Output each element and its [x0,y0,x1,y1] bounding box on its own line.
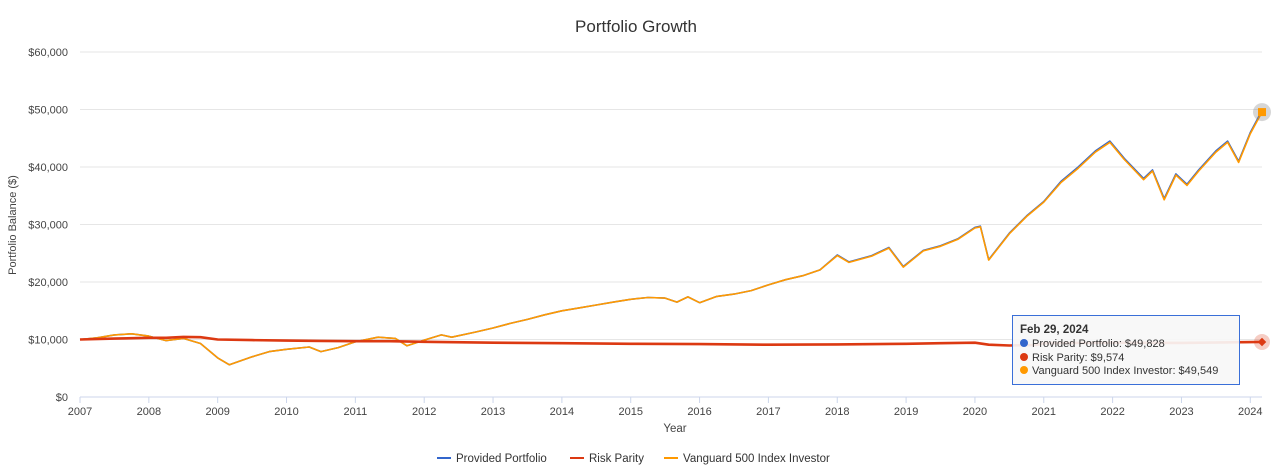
x-tick-label: 2019 [894,406,918,418]
chart-title: Portfolio Growth [575,17,697,36]
series-line-vanguard-500-index-investor[interactable] [79,111,1263,366]
x-tick-label: 2021 [1032,406,1056,418]
x-tick-label: 2013 [481,406,505,418]
provided-dot-icon [1020,339,1028,347]
x-tick-label: 2007 [68,406,92,418]
legend-item-risk-parity[interactable]: Risk Parity [570,453,644,465]
x-tick-label: 2016 [687,406,711,418]
hover-tooltip: Feb 29, 2024 Provided Portfolio: $49,828… [1012,315,1240,385]
y-tick-label: $50,000 [28,105,68,117]
x-tick-label: 2009 [205,406,229,418]
vanguard-hover-marker [1258,108,1266,117]
y-tick-label: $40,000 [28,162,68,174]
risk-parity-dot-icon [1020,352,1028,361]
hover-markers [1253,103,1271,350]
tooltip-row-provided: Provided Portfolio: $49,828 [1020,338,1239,352]
tooltip-risk-parity-value: Risk Parity: $9,574 [1032,351,1125,364]
legend[interactable]: Provided Portfolio Risk Parity Vanguard 50… [437,453,830,465]
tooltip-vanguard-value: Vanguard 500 Index Investor: $49,549 [1032,365,1219,377]
vanguard-dot-icon [1020,366,1028,374]
legend-item-vanguard-500-index-investor[interactable]: Vanguard 500 Index Investor [664,453,830,465]
y-tick-label: $30,000 [28,220,68,232]
tooltip-date: Feb 29, 2024 [1020,324,1089,336]
risk-parity-hover-marker [1257,337,1267,347]
legend-label: Vanguard 500 Index Investor [683,453,830,465]
x-tick-label: 2012 [412,406,436,418]
x-tick-label: 2024 [1238,406,1262,418]
x-tick-label: 2022 [1100,406,1124,418]
x-tick-label: 2010 [274,406,298,418]
x-tick-label: 2015 [618,406,642,418]
y-tick-label: $60,000 [28,47,68,59]
x-tick-label: 2023 [1169,406,1193,418]
x-tick-label: 2018 [825,406,849,418]
y-tick-label: $0 [56,392,68,404]
legend-label: Provided Portfolio [456,453,547,465]
x-tick-label: 2017 [756,406,780,418]
tooltip-row-vanguard: Vanguard 500 Index Investor: $49,549 [1020,365,1239,379]
tooltip-row-risk-parity: Risk Parity: $9,574 [1020,352,1239,366]
x-tick-label: 2008 [137,406,161,418]
x-axis-label: Year [663,423,686,435]
tooltip-provided-value: Provided Portfolio: $49,828 [1032,338,1165,350]
axes: $0 $10,000 $20,000 $30,000 $40,000 $50,000 $60… [28,47,1262,418]
y-axis-label: Portfolio Balance ($) [7,175,19,275]
y-tick-label: $10,000 [28,335,68,347]
x-tick-label: 2020 [963,406,987,418]
x-tick-label: 2011 [344,406,368,418]
legend-label: Risk Parity [589,453,644,465]
y-tick-label: $20,000 [28,277,68,289]
legend-item-provided-portfolio[interactable]: Provided Portfolio [437,453,547,465]
x-tick-label: 2014 [550,406,574,418]
